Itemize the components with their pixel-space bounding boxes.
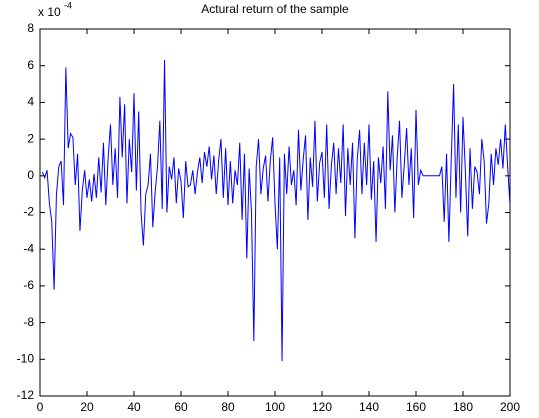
chart-title: Actural return of the sample <box>201 2 349 16</box>
x-tick-label: 40 <box>127 400 141 414</box>
y-tick-label: 6 <box>27 58 34 72</box>
y-tick-label: 0 <box>27 168 34 182</box>
y-tick-label: -8 <box>23 315 34 329</box>
y-tick-label: 2 <box>27 131 34 145</box>
x-tick-label: 100 <box>265 400 285 414</box>
x-tick-label: 0 <box>37 400 44 414</box>
x-tick-label: 200 <box>500 400 520 414</box>
x-tick-label: 20 <box>80 400 94 414</box>
y-tick-label: 8 <box>27 21 34 35</box>
x-tick-label: 140 <box>359 400 379 414</box>
data-line <box>41 60 511 362</box>
x-tick-label: 60 <box>174 400 188 414</box>
y-multiplier-exponent: -4 <box>64 0 72 10</box>
x-tick-label: 80 <box>221 400 235 414</box>
y-multiplier: x 10 <box>38 5 61 19</box>
y-tick-label: -12 <box>17 388 35 402</box>
y-tick-label: -10 <box>17 351 35 365</box>
x-tick-label: 160 <box>406 400 426 414</box>
y-tick-label: -2 <box>23 205 34 219</box>
x-tick-label: 180 <box>453 400 473 414</box>
x-tick-label: 120 <box>312 400 332 414</box>
y-tick-label: 4 <box>27 95 34 109</box>
y-tick-label: -4 <box>23 241 34 255</box>
y-tick-label: -6 <box>23 278 34 292</box>
